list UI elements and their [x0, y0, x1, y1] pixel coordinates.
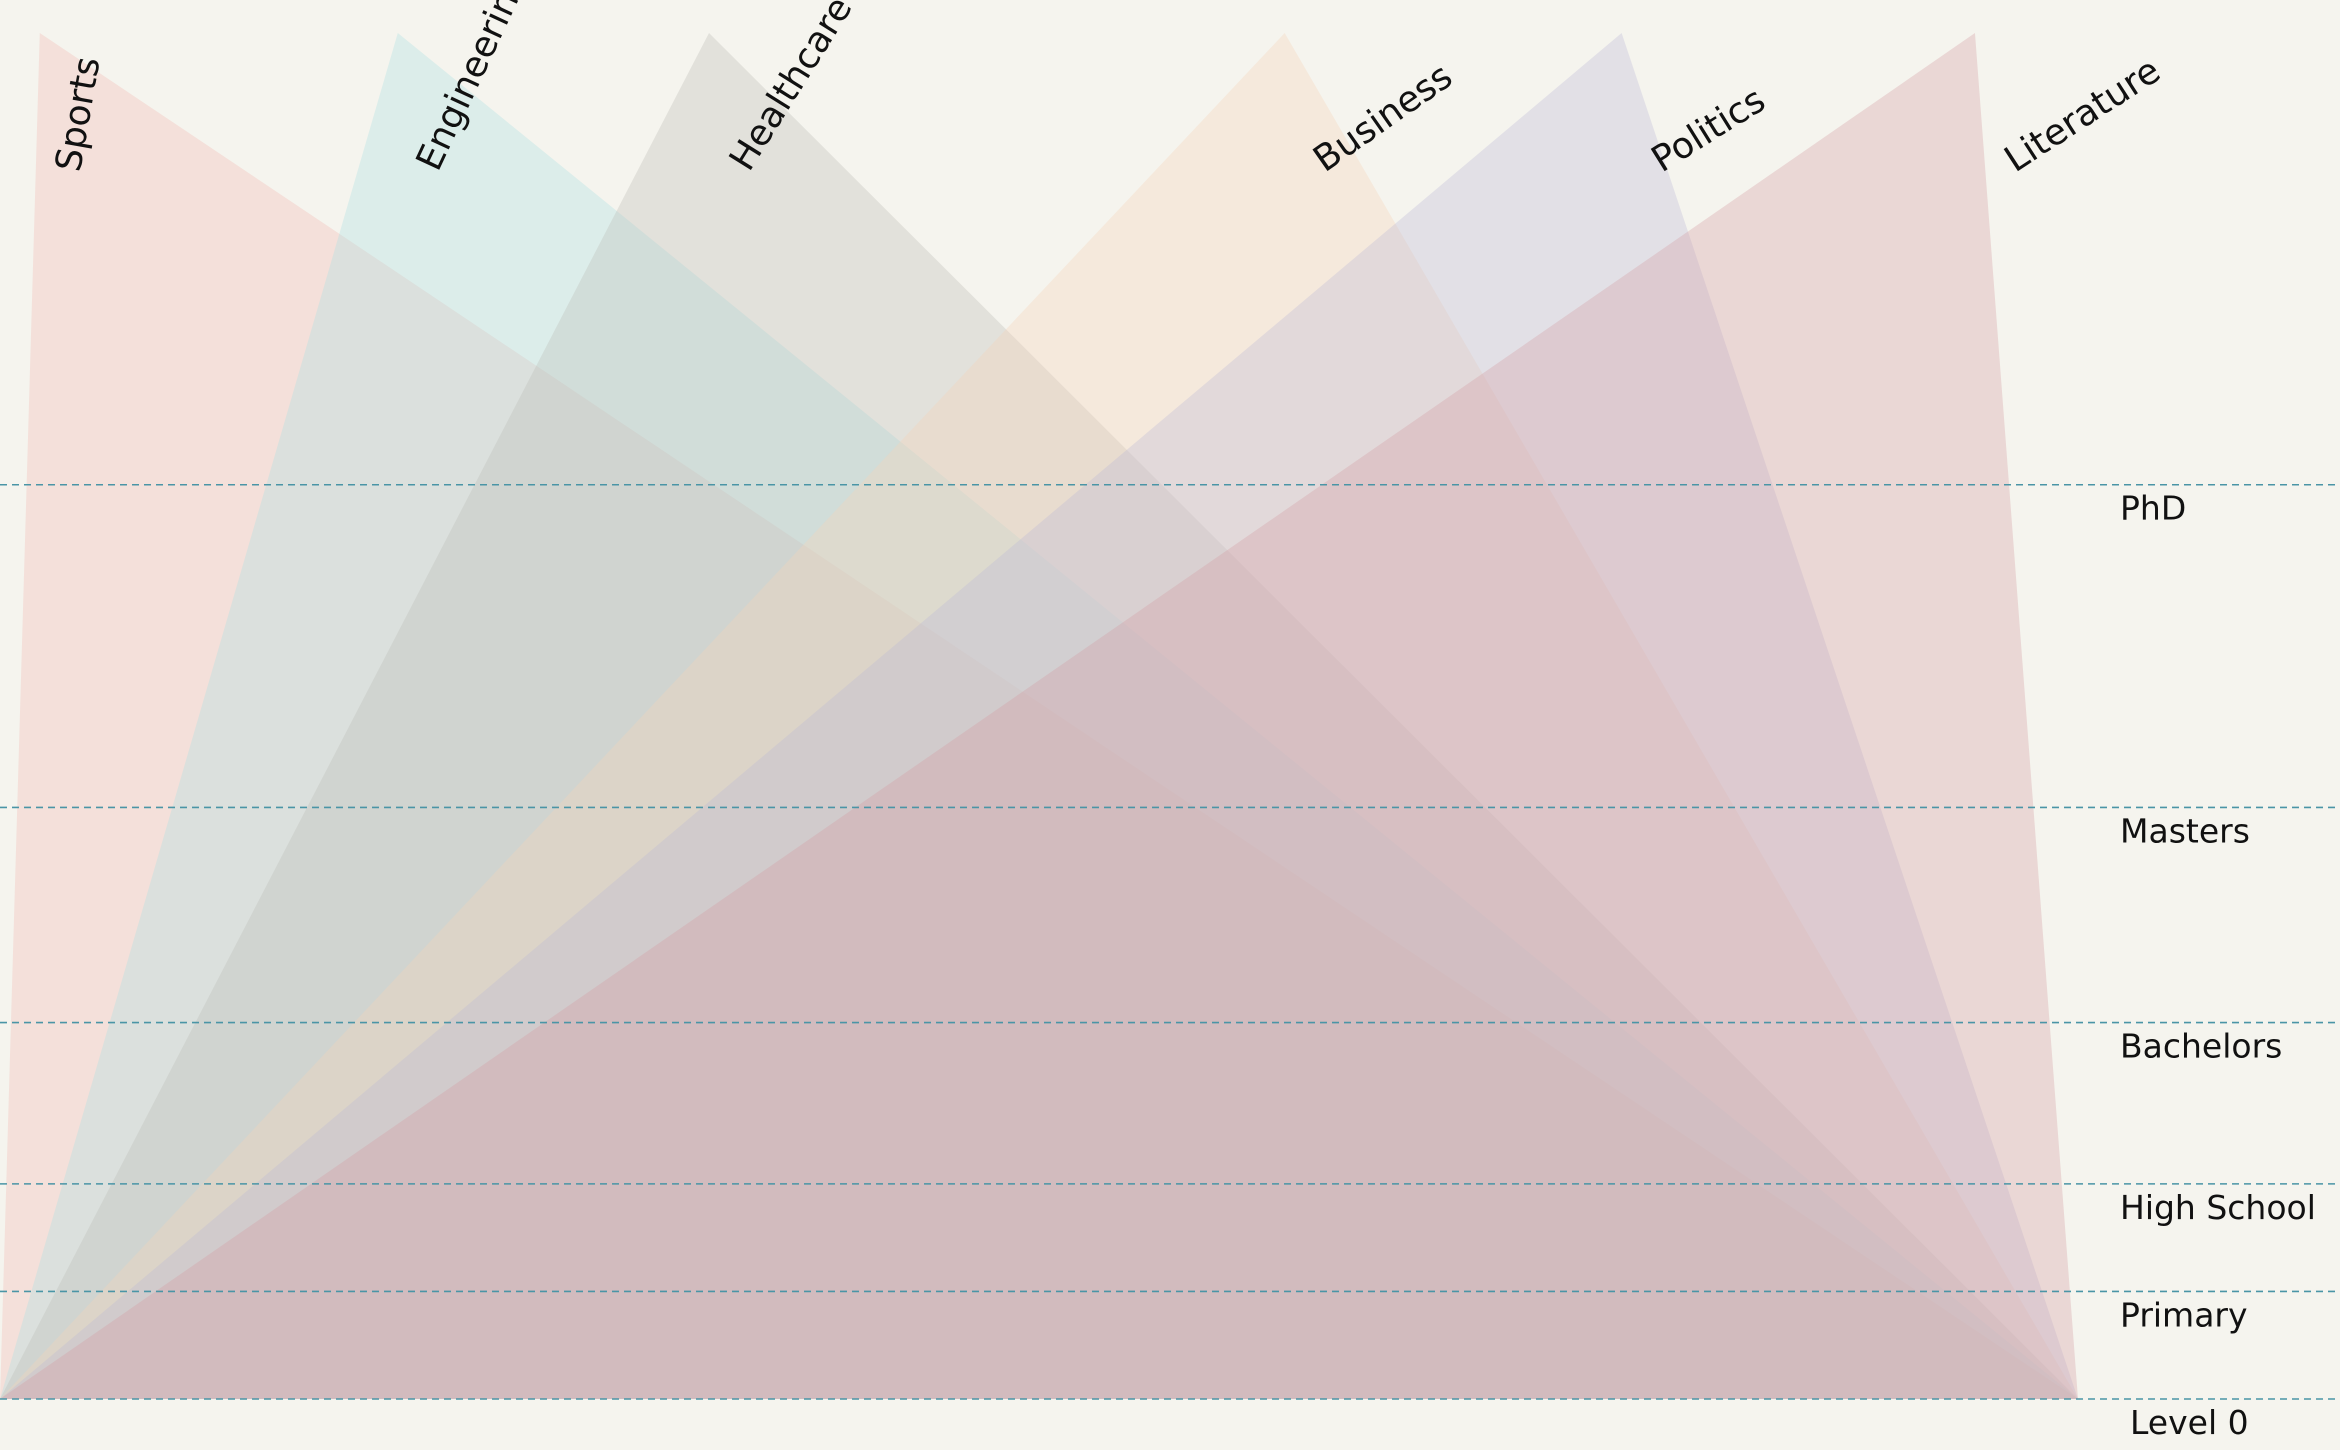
level-label-level-0: Level 0 — [2130, 1403, 2249, 1442]
triangle-layer — [0, 33, 2078, 1399]
triangle-business — [0, 33, 2078, 1399]
category-label-politics: Politics — [1645, 80, 1773, 181]
level-label-phd: PhD — [2120, 489, 2186, 528]
triangle-engineering — [0, 33, 2078, 1399]
triangle-healthcare — [0, 33, 2078, 1399]
level-label-high-school: High School — [2120, 1188, 2316, 1227]
triangle-literature — [0, 33, 2078, 1399]
level-label-primary: Primary — [2120, 1295, 2248, 1334]
category-label-literature: Literature — [1998, 50, 2168, 180]
level-label-masters: Masters — [2120, 811, 2250, 850]
triangle-politics — [0, 33, 2078, 1399]
gridline-layer — [0, 483, 2340, 1400]
level-label-layer: Level 0 Primary High School Bachelors Master… — [2120, 489, 2316, 1442]
level-label-bachelors: Bachelors — [2120, 1027, 2282, 1066]
triangle-sports — [0, 33, 2078, 1399]
